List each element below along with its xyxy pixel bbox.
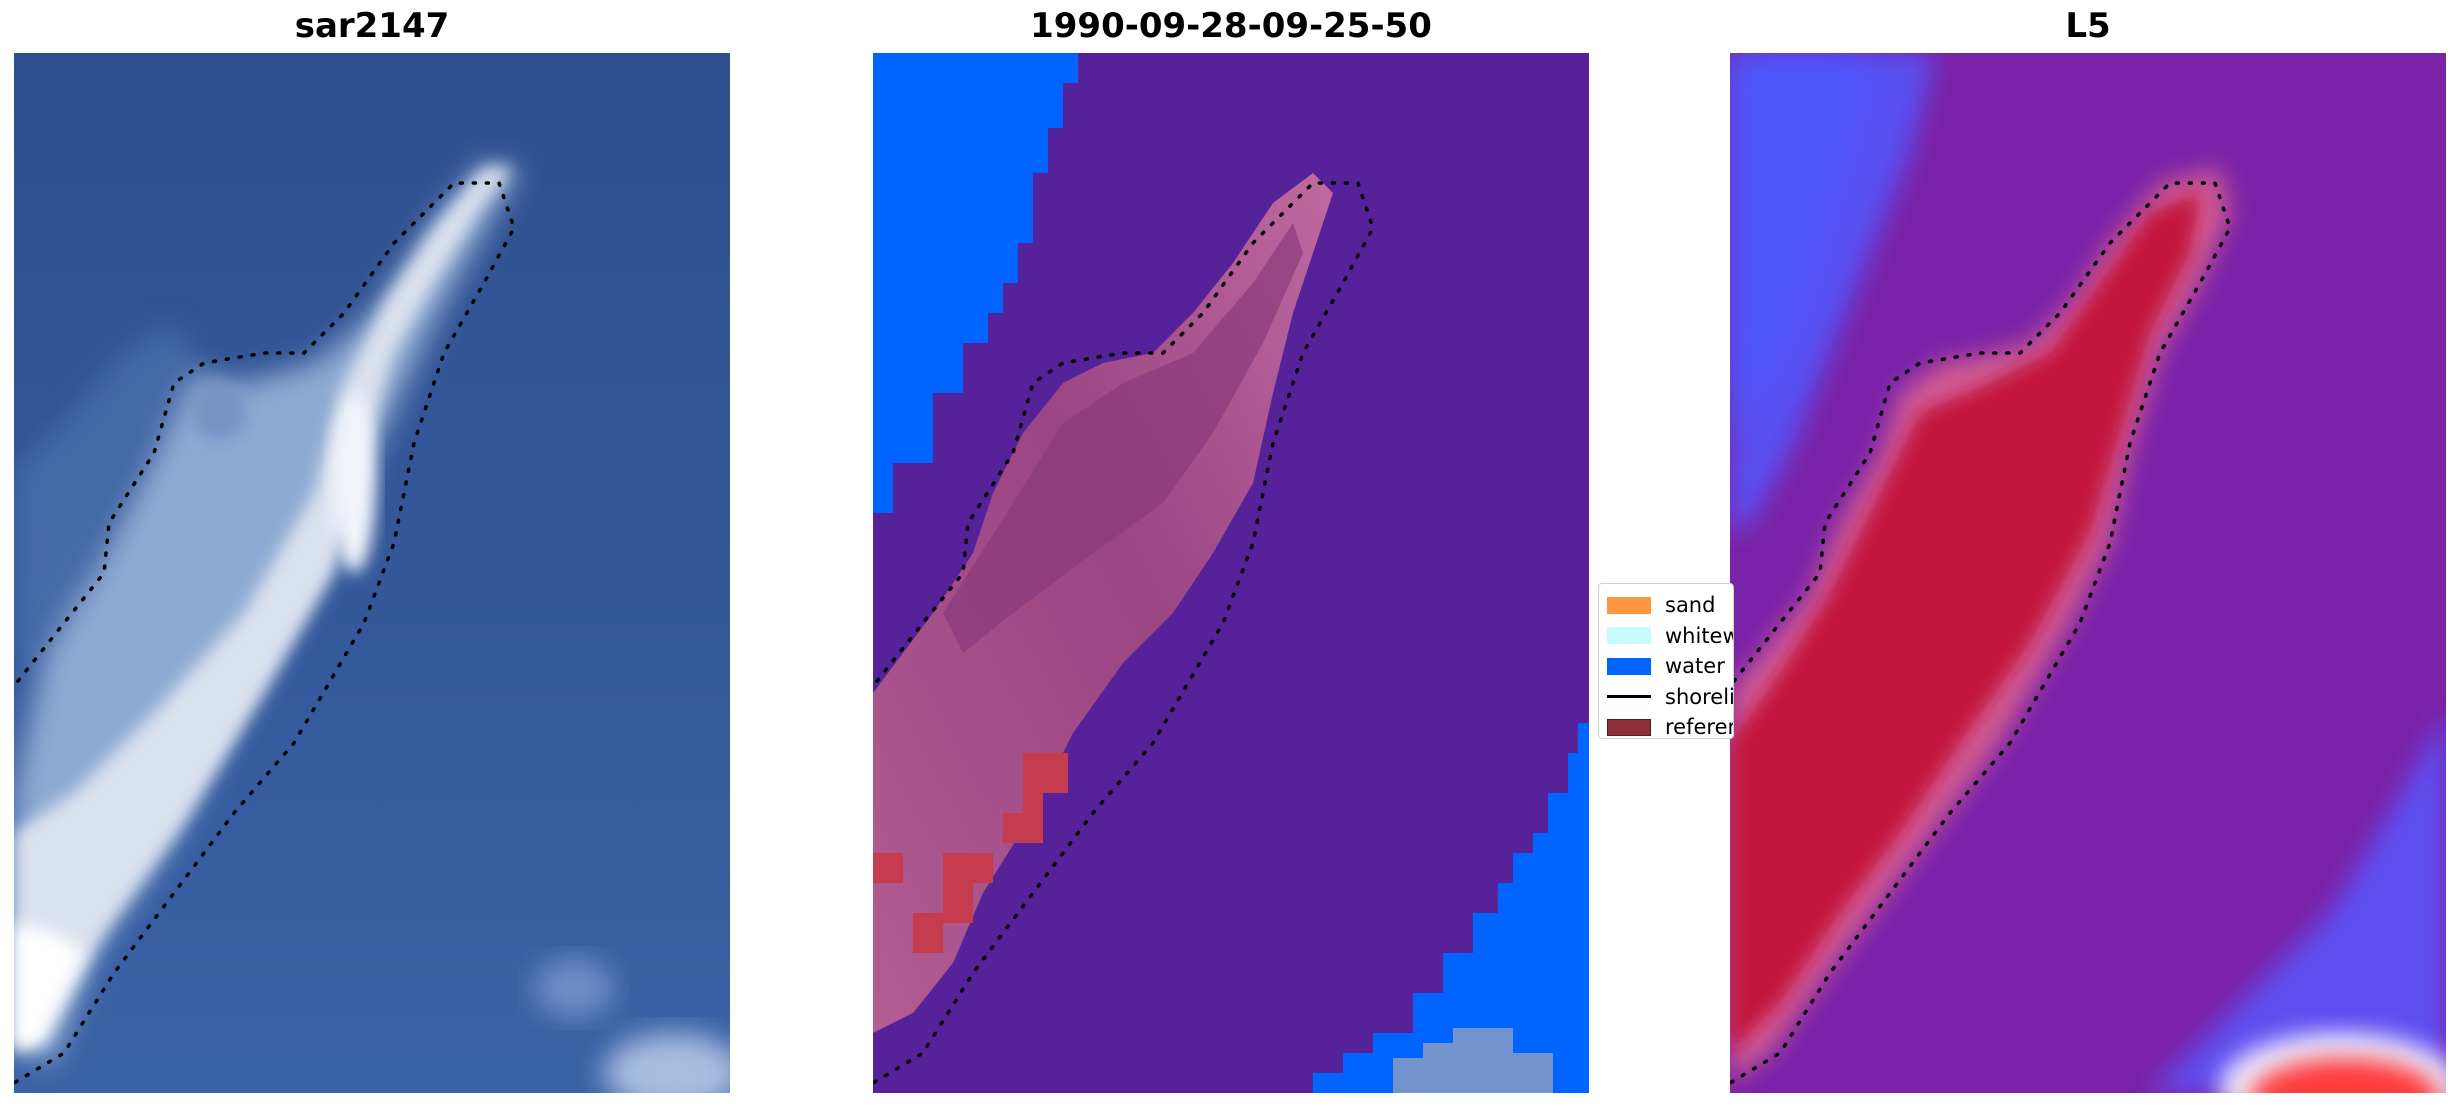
- legend-color-swatch: [1607, 627, 1651, 645]
- satellite-image: [14, 53, 730, 1093]
- index-heatmap: [1730, 53, 2446, 1093]
- legend-item-reference: reference: [1607, 712, 1733, 739]
- water-region-lower: [1313, 723, 1589, 1093]
- legend-line-swatch: [1607, 695, 1651, 699]
- panel-title-image: sar2147: [294, 6, 450, 46]
- water-region-upper: [873, 53, 1078, 513]
- panel-title-classification: 1990-09-28-09-25-50: [1030, 6, 1432, 46]
- legend-label: sand: [1665, 593, 1716, 618]
- reference-patches: [873, 753, 1068, 953]
- satellite-image-panel: [14, 53, 730, 1093]
- classification-map-panel: [873, 53, 1589, 1093]
- legend-color-swatch: [1607, 718, 1651, 736]
- legend-item-shoreline: shoreline: [1607, 682, 1733, 713]
- legend-color-swatch: [1607, 596, 1651, 614]
- legend-color-swatch: [1607, 657, 1651, 675]
- legend-label: reference: [1665, 715, 1733, 739]
- classification-map: [873, 53, 1589, 1093]
- legend-label: water: [1665, 654, 1725, 679]
- legend-item-water: water: [1607, 651, 1733, 682]
- legend-item-sand: sand: [1607, 590, 1733, 621]
- panel-title-index: L5: [2065, 6, 2111, 46]
- legend-label: shoreline: [1665, 684, 1733, 709]
- index-heatmap-panel: [1730, 53, 2446, 1093]
